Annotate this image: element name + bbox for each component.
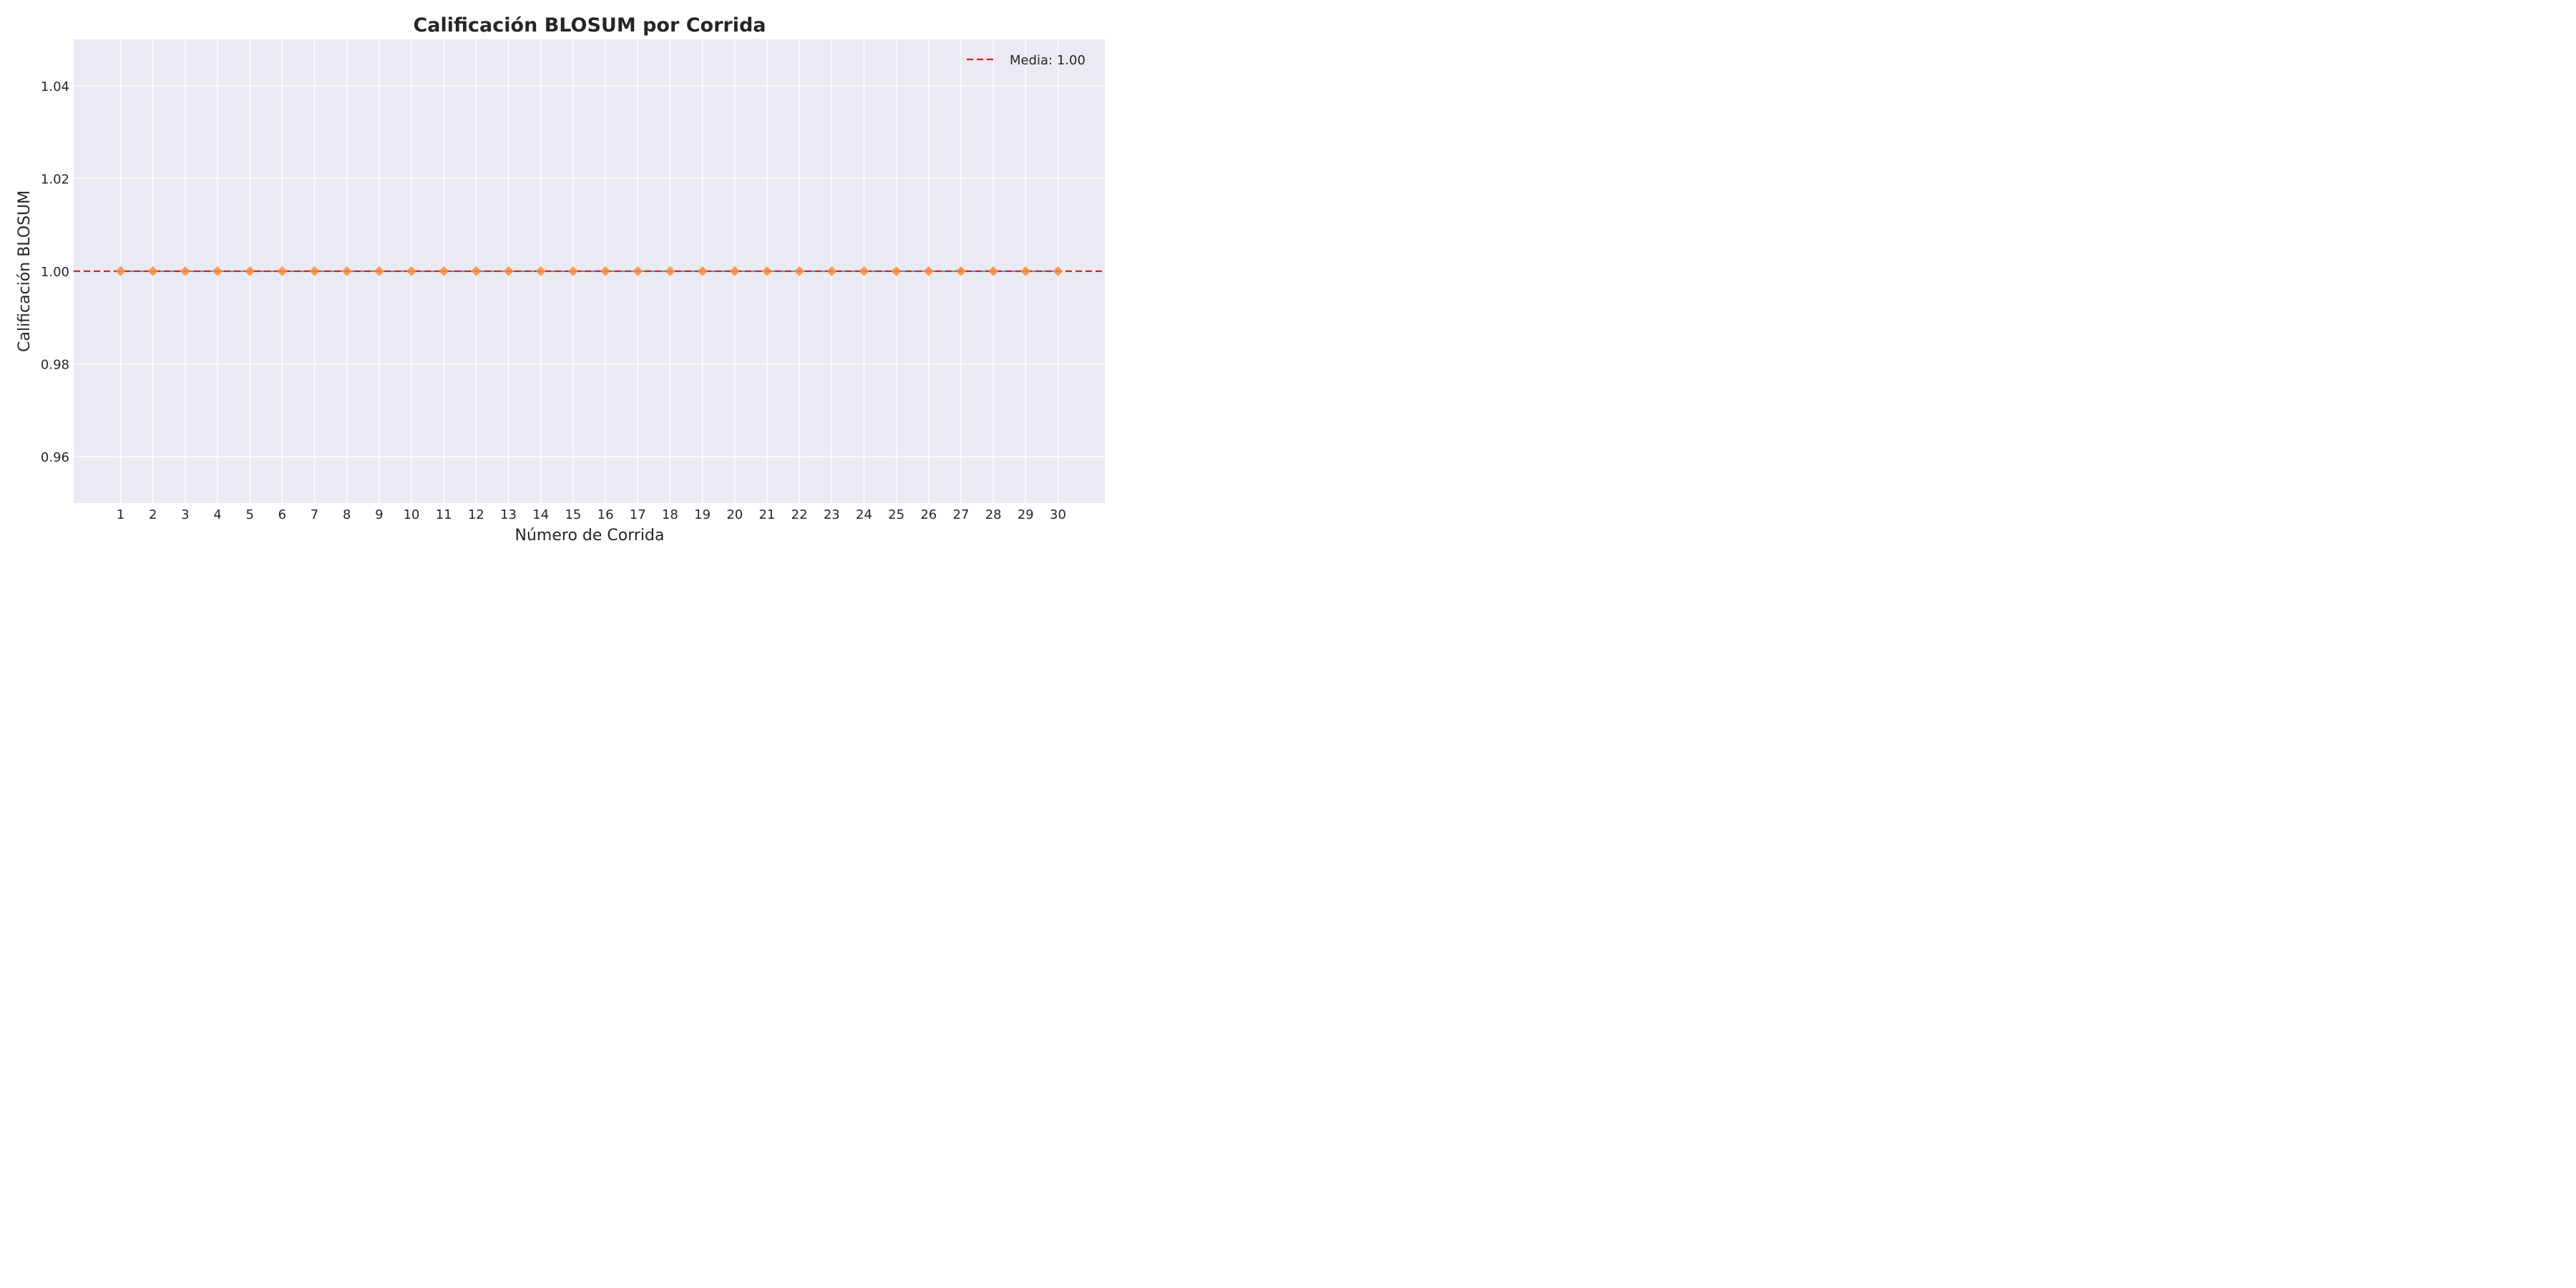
- data-point: [213, 266, 223, 276]
- data-point: [341, 266, 352, 276]
- x-tick-label: 18: [662, 507, 678, 522]
- x-tick-label: 30: [1050, 507, 1066, 522]
- data-point: [567, 266, 578, 276]
- data-point: [471, 266, 482, 276]
- y-tick-label: 1.00: [41, 265, 69, 280]
- x-tick-label: 10: [404, 507, 420, 522]
- x-tick-label: 12: [468, 507, 484, 522]
- data-point: [891, 266, 902, 276]
- legend: Media: 1.00: [967, 53, 1085, 68]
- data-point: [147, 266, 158, 276]
- x-tick-label: 26: [920, 507, 937, 522]
- x-tick-label: 8: [343, 507, 351, 522]
- data-point: [439, 266, 449, 276]
- data-points: [115, 266, 1063, 276]
- x-tick-label: 13: [500, 507, 517, 522]
- data-point: [406, 266, 417, 276]
- data-point: [826, 266, 837, 276]
- y-tick-label: 0.98: [41, 358, 69, 373]
- x-tick-label: 15: [565, 507, 581, 522]
- chart-title: Calificación BLOSUM por Corrida: [413, 14, 766, 36]
- data-point: [923, 266, 934, 276]
- x-tick-label: 4: [213, 507, 221, 522]
- data-point: [374, 266, 384, 276]
- y-tick-label: 1.04: [41, 79, 69, 94]
- x-tick-label: 25: [888, 507, 904, 522]
- x-tick-label: 3: [181, 507, 189, 522]
- data-point: [115, 266, 126, 276]
- data-point: [633, 266, 643, 276]
- data-point: [859, 266, 869, 276]
- legend-mean-label: Media: 1.00: [1010, 53, 1085, 68]
- x-tick-label: 5: [245, 507, 253, 522]
- data-point: [600, 266, 611, 276]
- data-point: [180, 266, 190, 276]
- x-tick-label: 21: [758, 507, 775, 522]
- x-tick-label: 9: [375, 507, 383, 522]
- y-tick-label: 0.96: [41, 450, 69, 465]
- x-tick-label: 23: [824, 507, 840, 522]
- data-point: [535, 266, 546, 276]
- x-axis-label: Número de Corrida: [515, 527, 665, 545]
- data-point: [1020, 266, 1031, 276]
- data-point: [1053, 266, 1063, 276]
- data-point: [309, 266, 320, 276]
- data-point: [794, 266, 805, 276]
- data-point: [697, 266, 708, 276]
- x-tick-label: 17: [630, 507, 646, 522]
- data-point: [729, 266, 740, 276]
- x-tick-label: 22: [791, 507, 808, 522]
- x-tick-label: 2: [149, 507, 157, 522]
- x-tick-label: 14: [532, 507, 549, 522]
- x-tick-label: 29: [1018, 507, 1034, 522]
- x-tick-label: 19: [694, 507, 711, 522]
- x-tick-label: 11: [436, 507, 452, 522]
- data-point: [245, 266, 255, 276]
- chart: Calificación BLOSUM por Corrida 0.96 0.98…: [16, 14, 1105, 545]
- x-tick-label: 28: [985, 507, 1002, 522]
- data-point: [761, 266, 772, 276]
- x-tick-label: 7: [311, 507, 318, 522]
- data-point: [955, 266, 966, 276]
- x-tick-label: 1: [117, 507, 125, 522]
- x-axis: 1 2 3 4 5 6 7 8 9 10 11 12 13 14 15 16 17 18 19 20 21 22 23 24 2…: [117, 507, 1066, 522]
- x-tick-label: 6: [278, 507, 286, 522]
- data-point: [503, 266, 514, 276]
- x-tick-label: 16: [597, 507, 614, 522]
- data-point: [665, 266, 675, 276]
- y-axis-label: Calificación BLOSUM: [16, 190, 34, 352]
- x-tick-label: 24: [856, 507, 872, 522]
- x-tick-label: 27: [953, 507, 970, 522]
- data-point: [988, 266, 999, 276]
- x-tick-label: 20: [726, 507, 743, 522]
- y-tick-label: 1.02: [41, 172, 69, 187]
- y-axis: 0.96 0.98 1.00 1.02 1.04: [41, 79, 69, 465]
- data-point: [277, 266, 288, 276]
